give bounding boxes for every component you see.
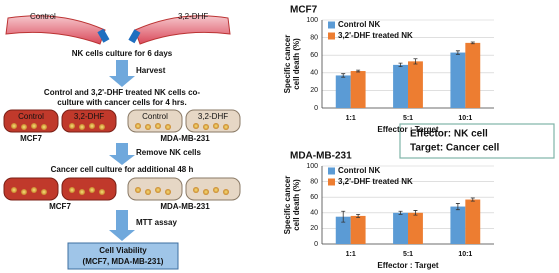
culture-dishes bbox=[3, 177, 241, 201]
result-text: (MCF7, MDA-MB-231) bbox=[83, 257, 164, 266]
bar bbox=[393, 64, 408, 108]
step-text: culture with cancer cells for 4 hrs. bbox=[57, 98, 186, 107]
info-text: Effector: NK cell bbox=[410, 129, 488, 140]
y-tick-label: 60 bbox=[310, 194, 318, 201]
nk-dishes bbox=[5, 15, 231, 45]
legend-swatch bbox=[328, 21, 335, 29]
y-axis-label: Specific cancer bbox=[283, 35, 292, 94]
co-culture-dishes bbox=[3, 109, 241, 133]
x-tick-label: 5:1 bbox=[403, 251, 413, 258]
error-bar bbox=[341, 210, 346, 223]
bar bbox=[450, 206, 466, 244]
dish-label: Control bbox=[142, 112, 168, 121]
error-bar bbox=[413, 210, 418, 216]
dish-label: 3,2-DHF bbox=[198, 112, 228, 121]
y-axis-label: Specific cancer bbox=[283, 176, 292, 235]
bar bbox=[465, 199, 481, 244]
chart-title: MCF7 bbox=[290, 5, 318, 16]
y-axis-label: cell death (%) bbox=[292, 179, 301, 231]
cell-label: MCF7 bbox=[49, 202, 71, 211]
x-tick-label: 5:1 bbox=[403, 115, 413, 122]
arrow-label: MTT assay bbox=[136, 218, 177, 227]
dish-label: Control bbox=[18, 112, 44, 121]
y-tick-label: 100 bbox=[306, 17, 318, 24]
legend-swatch bbox=[328, 167, 335, 175]
error-bar bbox=[356, 69, 361, 73]
y-tick-label: 100 bbox=[306, 163, 318, 170]
arrows bbox=[109, 60, 135, 241]
bar bbox=[450, 52, 466, 108]
y-tick-label: 0 bbox=[314, 241, 318, 248]
bar bbox=[408, 61, 423, 108]
legend-label: Control NK bbox=[338, 166, 380, 175]
x-axis-label: Effector : Target bbox=[377, 125, 439, 134]
y-tick-label: 80 bbox=[310, 34, 318, 41]
cell-label: MCF7 bbox=[20, 134, 42, 143]
error-bar bbox=[341, 73, 346, 78]
y-tick-label: 20 bbox=[310, 225, 318, 232]
x-tick-label: 10:1 bbox=[458, 251, 472, 258]
x-tick-label: 10:1 bbox=[458, 115, 472, 122]
x-axis-label: Effector : Target bbox=[377, 261, 439, 270]
result-box bbox=[67, 242, 179, 270]
y-tick-label: 20 bbox=[310, 87, 318, 94]
cell-label: MDA-MB-231 bbox=[160, 134, 210, 143]
bar bbox=[335, 75, 351, 108]
x-tick-label: 1:1 bbox=[346, 251, 356, 258]
dish-label: Control bbox=[30, 12, 56, 21]
error-bar bbox=[398, 62, 403, 68]
y-axis-label: cell death (%) bbox=[292, 38, 301, 90]
step-text: NK cells culture for 6 days bbox=[72, 49, 173, 58]
error-bar bbox=[455, 203, 460, 211]
cell-label: MDA-MB-231 bbox=[160, 202, 210, 211]
legend-swatch bbox=[328, 32, 335, 40]
legend-swatch bbox=[328, 178, 335, 186]
dish-label: 3,2-DHF bbox=[74, 112, 104, 121]
bar bbox=[350, 71, 366, 108]
y-tick-label: 60 bbox=[310, 52, 318, 59]
bar bbox=[393, 212, 408, 244]
step-text: Cancer cell culture for additional 48 h bbox=[51, 165, 194, 174]
bar bbox=[350, 215, 366, 244]
error-bar bbox=[455, 50, 460, 55]
bar bbox=[408, 212, 423, 244]
legend-label: 3,2'-DHF treated NK bbox=[338, 31, 413, 40]
bar bbox=[465, 42, 481, 108]
result-text: Cell Viability bbox=[99, 246, 147, 255]
info-box bbox=[399, 123, 555, 159]
error-bar bbox=[356, 213, 361, 218]
y-tick-label: 40 bbox=[310, 210, 318, 217]
arrow-label: Remove NK cells bbox=[136, 148, 201, 157]
legend-label: 3,2'-DHF treated NK bbox=[338, 177, 413, 186]
error-bar bbox=[413, 58, 418, 65]
error-bar bbox=[470, 197, 475, 202]
error-bar bbox=[470, 41, 475, 45]
y-tick-label: 40 bbox=[310, 70, 318, 77]
info-text: Target: Cancer cell bbox=[410, 143, 500, 154]
step-text: Control and 3,2'-DHF treated NK cells co… bbox=[44, 88, 200, 97]
legend-label: Control NK bbox=[338, 20, 380, 29]
x-tick-label: 1:1 bbox=[346, 115, 356, 122]
chart-title: MDA-MB-231 bbox=[290, 151, 352, 162]
dish-label: 3,2-DHF bbox=[178, 12, 208, 21]
arrow-label: Harvest bbox=[136, 66, 166, 75]
y-tick-label: 0 bbox=[314, 105, 318, 112]
y-tick-label: 80 bbox=[310, 178, 318, 185]
error-bar bbox=[398, 210, 403, 215]
bar bbox=[335, 216, 351, 244]
